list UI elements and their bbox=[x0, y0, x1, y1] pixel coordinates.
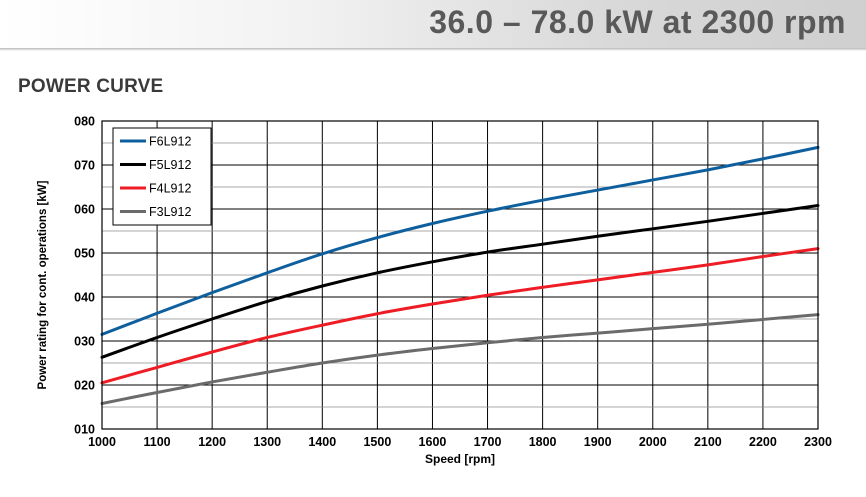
legend: F6L912 F5L912 F4L912 F3L912 bbox=[112, 127, 212, 226]
legend-label: F6L912 bbox=[149, 135, 191, 149]
series-line-f6l912 bbox=[100, 145, 820, 336]
legend-label: F5L912 bbox=[149, 158, 191, 172]
y-axis-label: Power rating for cont. operations [kW] bbox=[37, 180, 49, 389]
x-tick-label: 1300 bbox=[253, 435, 281, 449]
y-tick-label: 040 bbox=[74, 291, 95, 305]
y-tick-label: 020 bbox=[74, 379, 95, 393]
x-tick-label: 1400 bbox=[308, 435, 336, 449]
x-tick-label: 2000 bbox=[639, 435, 667, 449]
series-lines bbox=[100, 145, 820, 405]
header-band bbox=[0, 0, 866, 48]
plot-frame bbox=[101, 120, 819, 430]
y-tick-label: 010 bbox=[74, 423, 95, 437]
x-tick-label: 1200 bbox=[198, 435, 226, 449]
x-tick-label: 1000 bbox=[88, 435, 116, 449]
y-tick-label: 070 bbox=[74, 159, 95, 173]
x-tick-label: 1900 bbox=[584, 435, 612, 449]
header-divider bbox=[0, 48, 866, 51]
x-axis-label: Speed [rpm] bbox=[425, 452, 495, 466]
legend-box bbox=[112, 127, 212, 226]
series-line-f3l912 bbox=[100, 313, 820, 405]
x-tick-label: 1500 bbox=[363, 435, 391, 449]
y-tick-label: 060 bbox=[74, 203, 95, 217]
y-tick-labels: 010 020 030 040 050 060 070 080 bbox=[74, 115, 95, 437]
x-tick-labels: 1000 1100 1200 1300 1400 1500 1600 1700 1800 1900… bbox=[88, 435, 832, 449]
x-tick-label: 1800 bbox=[529, 435, 557, 449]
series-line-f5l912 bbox=[100, 203, 820, 359]
x-tick-label: 1100 bbox=[144, 435, 171, 449]
header-title: 36.0 – 78.0 kW at 2300 rpm bbox=[429, 4, 846, 40]
x-tick-label: 1700 bbox=[474, 435, 502, 449]
legend-label: F3L912 bbox=[149, 205, 191, 219]
section-title: POWER CURVE bbox=[18, 76, 164, 97]
x-tick-label: 1600 bbox=[419, 435, 447, 449]
x-tick-label: 2200 bbox=[749, 435, 777, 449]
y-tick-label: 080 bbox=[74, 115, 95, 129]
y-tick-label: 030 bbox=[74, 335, 95, 349]
y-tick-label: 050 bbox=[74, 247, 95, 261]
x-tick-label: 2300 bbox=[804, 435, 832, 449]
legend-label: F4L912 bbox=[149, 182, 191, 196]
x-tick-label: 2100 bbox=[694, 435, 722, 449]
series-line-f4l912 bbox=[100, 247, 820, 385]
